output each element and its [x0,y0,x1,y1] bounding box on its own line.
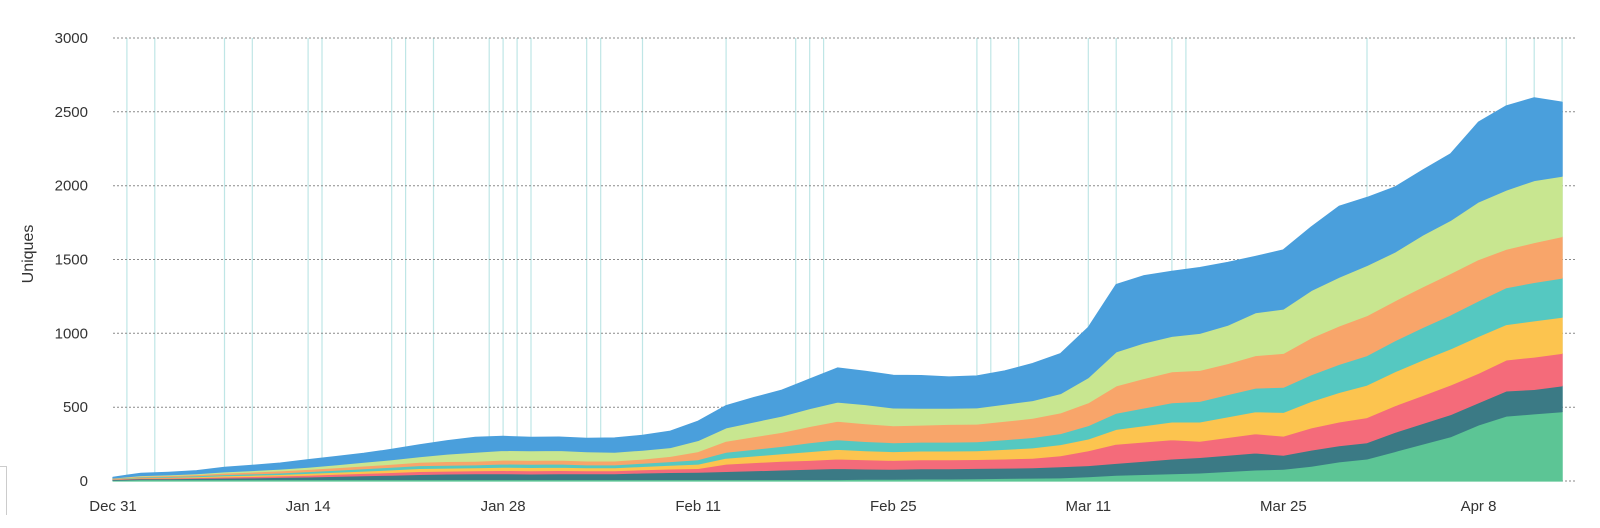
x-tick-label: Dec 31 [89,498,137,515]
y-axis-title: Uniques [20,225,37,284]
y-tick-label: 2500 [55,104,88,121]
y-tick-label: 0 [80,473,88,490]
y-tick-label: 1000 [55,325,88,342]
y-tick-label: 3000 [55,30,88,47]
x-tick-label: Jan 14 [286,498,331,515]
x-tick-label: Mar 11 [1066,498,1112,515]
y-axis-ticks: 0 500 1000 1500 2000 2500 3000 [55,30,88,490]
series-area-8 [112,97,1563,479]
x-tick-label: Mar 25 [1260,498,1307,515]
x-tick-label: Apr 8 [1461,498,1497,515]
series-areas [112,97,1563,482]
x-tick-label: Jan 28 [481,498,526,515]
x-axis-ticks: Dec 31 Jan 14 Jan 28 Feb 11 Feb 25 Mar 11 Mar … [89,498,1496,515]
y-tick-label: 2000 [55,178,88,195]
corner-frame-mark [0,466,7,515]
y-tick-label: 1500 [55,252,88,269]
x-tick-label: Feb 11 [675,498,721,515]
x-tick-label: Feb 25 [870,498,917,515]
y-tick-label: 500 [63,399,88,416]
